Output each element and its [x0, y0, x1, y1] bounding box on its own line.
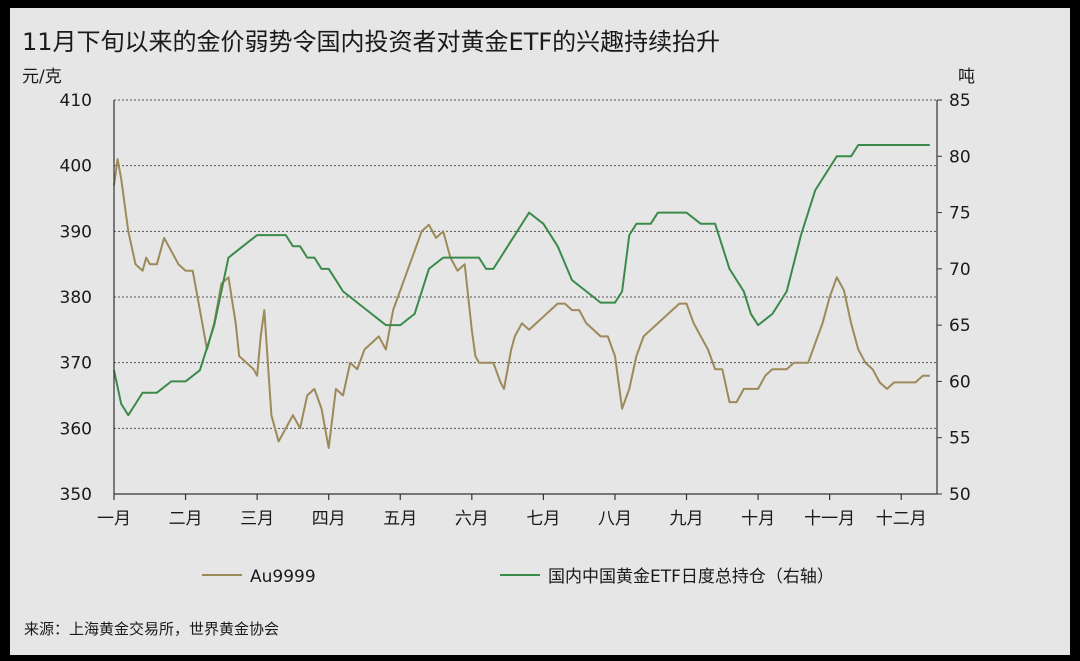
right-axis-unit: 吨 [958, 67, 975, 87]
right-tick-label: 75 [949, 204, 971, 224]
right-tick-label: 60 [949, 372, 971, 392]
x-tick-label: 十月 [741, 509, 775, 529]
x-tick-label: 七月 [526, 509, 560, 529]
legend-label-etf-holdings: 国内中国黄金ETF日度总持仓（右轴） [548, 567, 834, 587]
right-tick-label: 55 [949, 429, 971, 449]
right-tick-label: 70 [949, 260, 971, 280]
right-axis-ticks: 50 55 60 65 70 75 80 85 [937, 91, 971, 505]
x-tick-label: 九月 [670, 509, 704, 529]
x-axis-ticks: 一月 二月 三月 四月 五月 六月 七月 八月 九月 十月 十一月 十二月 [97, 494, 927, 529]
left-axis-ticks: 350 360 370 380 390 400 410 [60, 91, 92, 505]
left-tick-label: 370 [60, 354, 92, 374]
right-tick-label: 85 [949, 91, 971, 111]
legend: Au9999 国内中国黄金ETF日度总持仓（右轴） [202, 567, 834, 587]
left-tick-label: 350 [60, 485, 92, 505]
x-tick-label: 十二月 [876, 509, 927, 529]
x-tick-label: 三月 [240, 509, 274, 529]
right-tick-label: 50 [949, 485, 971, 505]
left-tick-label: 380 [60, 288, 92, 308]
x-tick-label: 二月 [169, 509, 203, 529]
x-tick-label: 一月 [97, 509, 131, 529]
x-tick-label: 四月 [312, 509, 346, 529]
gridlines [114, 99, 937, 429]
chart-panel: 11月下旬以来的金价弱势令国内投资者对黄金ETF的兴趣持续抬升 元/克 吨 35… [10, 8, 1070, 655]
right-tick-label: 80 [949, 147, 971, 167]
left-tick-label: 390 [60, 222, 92, 242]
x-tick-label: 六月 [455, 509, 489, 529]
right-tick-label: 65 [949, 316, 971, 336]
series-lines [113, 144, 930, 449]
chart-title: 11月下旬以来的金价弱势令国内投资者对黄金ETF的兴趣持续抬升 [22, 28, 720, 56]
legend-label-au9999: Au9999 [250, 567, 316, 587]
x-tick-label: 八月 [598, 509, 632, 529]
series-line-etf-holdings [113, 144, 930, 417]
legend-item-au9999: Au9999 [202, 567, 316, 587]
series-line-au9999 [113, 158, 930, 449]
legend-item-etf-holdings: 国内中国黄金ETF日度总持仓（右轴） [500, 567, 834, 587]
x-tick-label: 五月 [383, 509, 417, 529]
chart-svg: 11月下旬以来的金价弱势令国内投资者对黄金ETF的兴趣持续抬升 元/克 吨 35… [22, 28, 975, 638]
left-axis-unit: 元/克 [22, 67, 62, 87]
x-tick-label: 十一月 [804, 509, 855, 529]
left-tick-label: 410 [60, 91, 92, 111]
left-tick-label: 360 [60, 419, 92, 439]
left-tick-label: 400 [60, 157, 92, 177]
source-note: 来源：上海黄金交易所，世界黄金协会 [24, 620, 279, 638]
